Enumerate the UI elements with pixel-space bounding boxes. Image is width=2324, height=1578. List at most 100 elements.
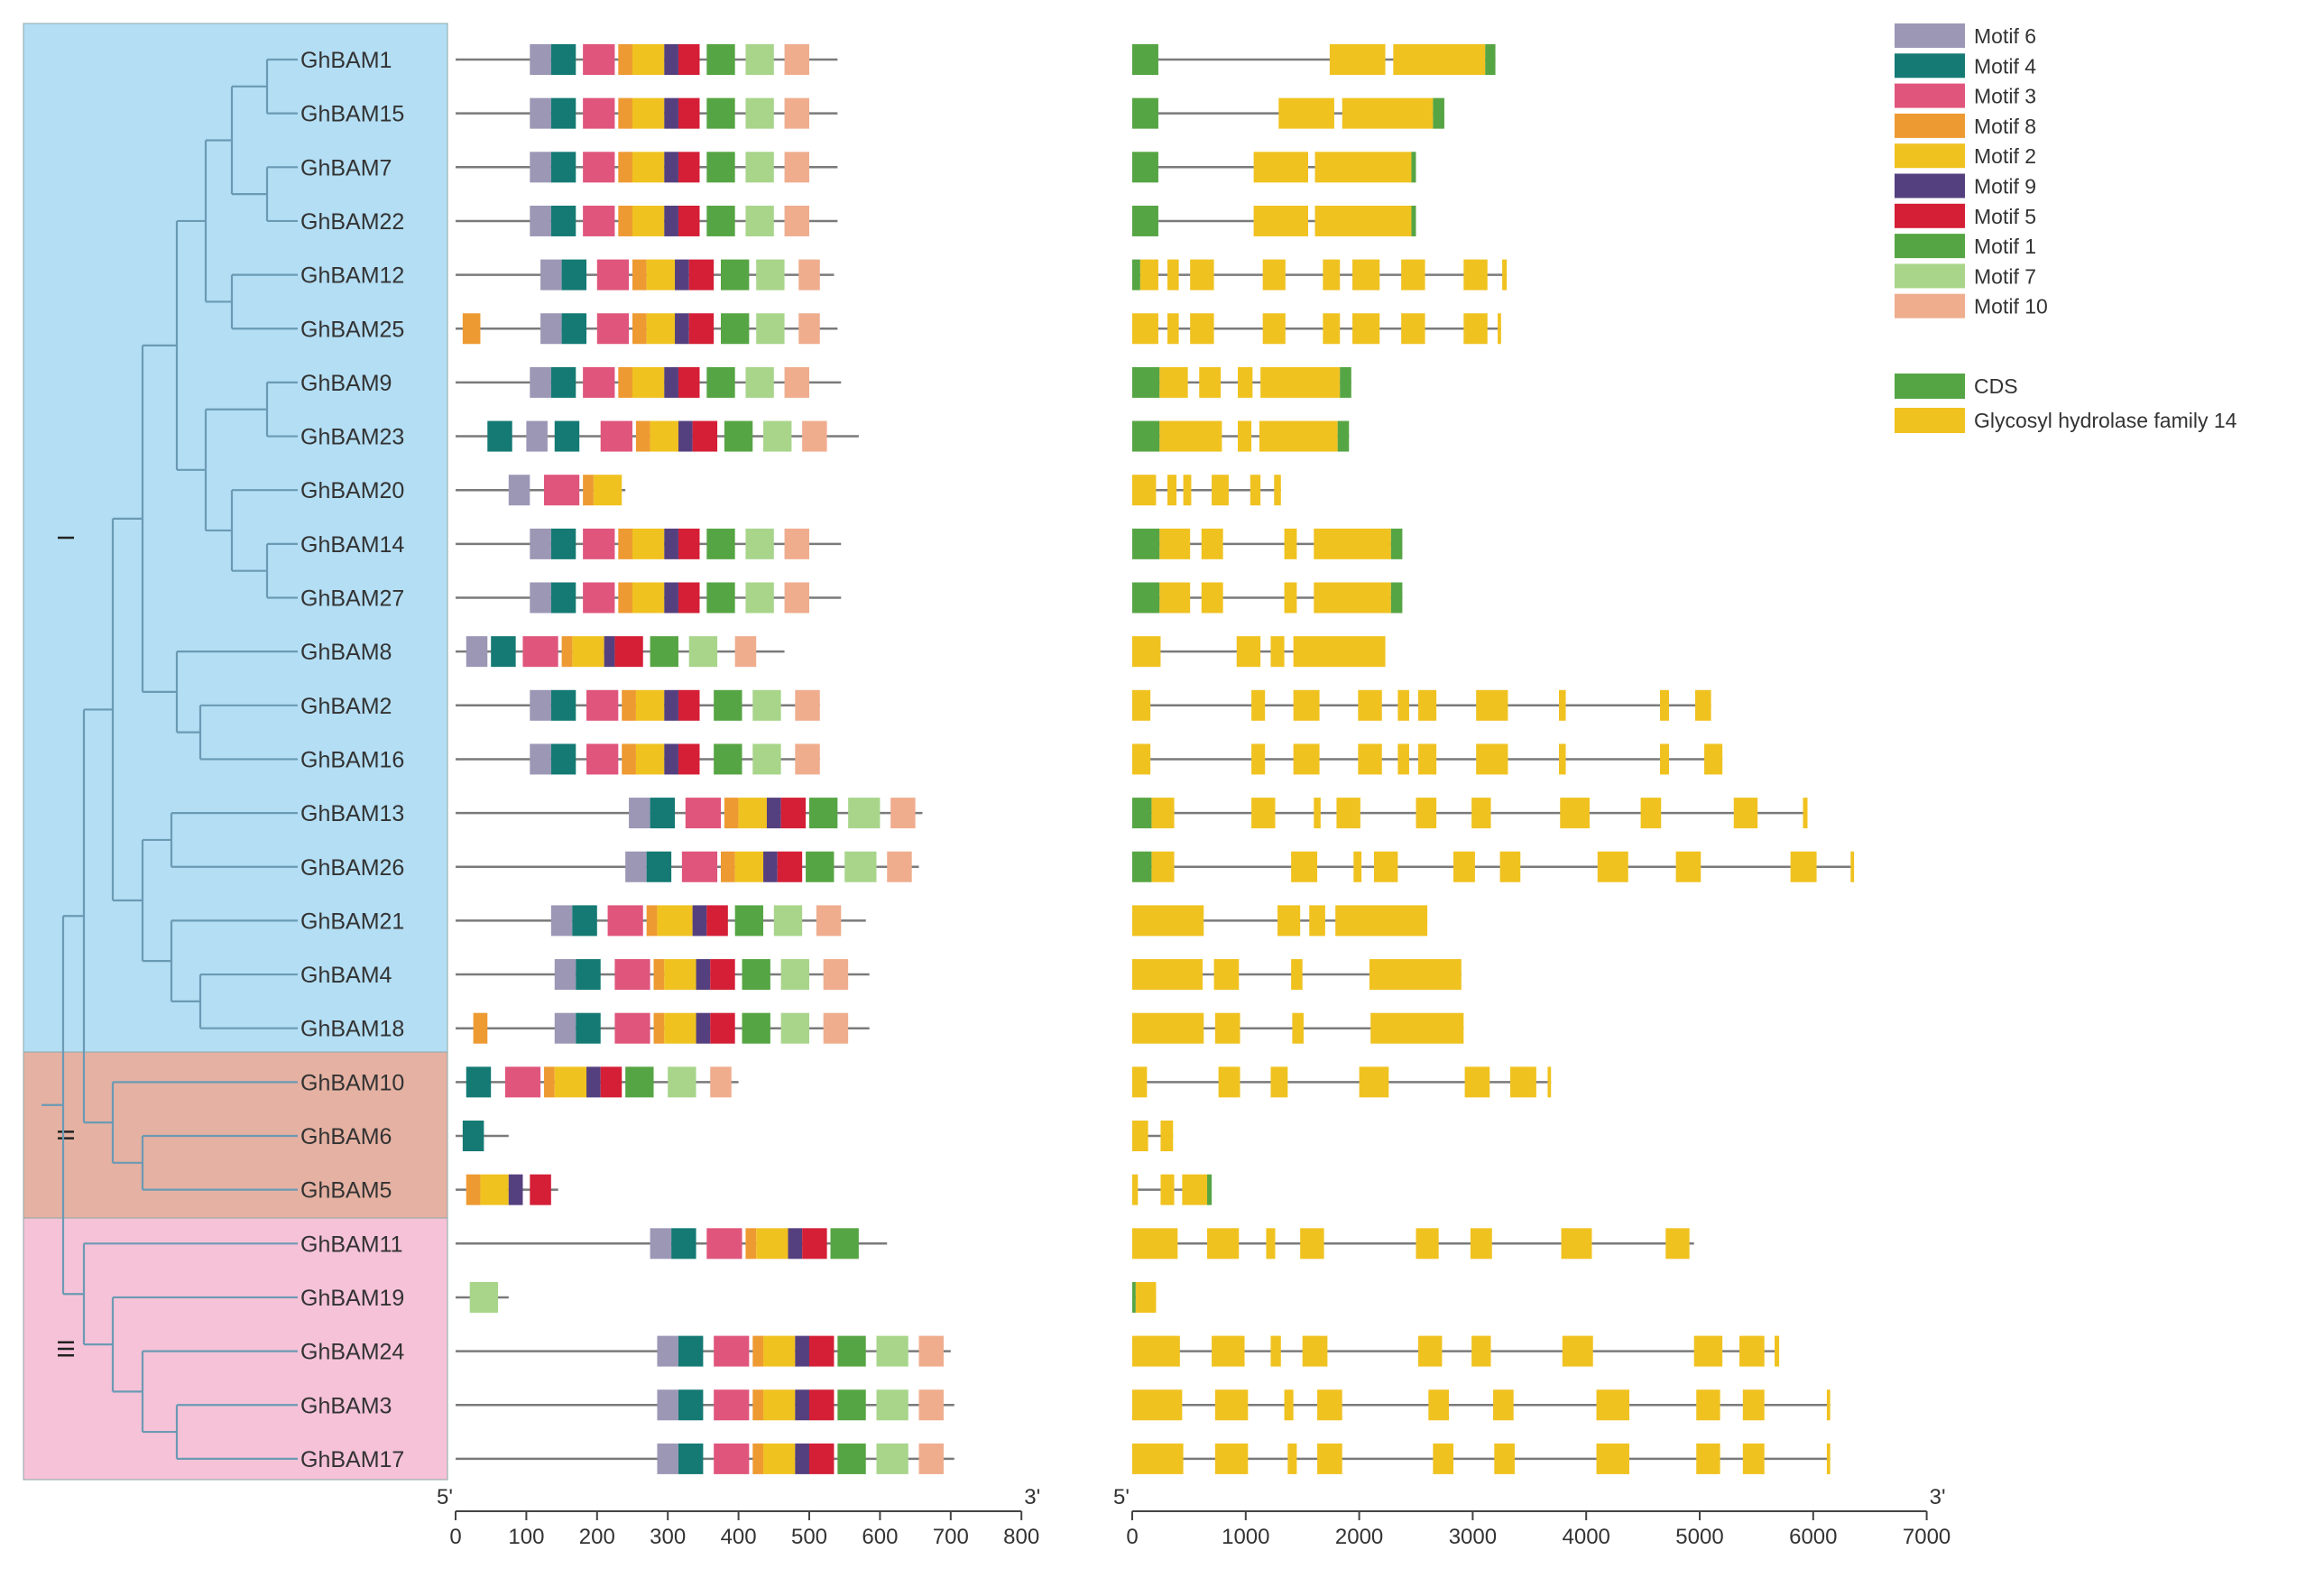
legend-label-motif-5: Motif 5 bbox=[1974, 205, 2036, 228]
motif-10-box bbox=[784, 582, 809, 614]
glycosyl-hydrolase-block bbox=[1397, 743, 1409, 775]
motif-6-box bbox=[530, 44, 551, 75]
glycosyl-hydrolase-block bbox=[1132, 1443, 1184, 1474]
motif-10-box bbox=[784, 205, 809, 236]
glycosyl-hydrolase-block bbox=[1274, 475, 1281, 506]
glycosyl-hydrolase-block bbox=[1369, 959, 1462, 991]
glycosyl-hydrolase-block bbox=[1401, 313, 1425, 345]
motif-3-box bbox=[583, 97, 615, 129]
glycosyl-hydrolase-block bbox=[1596, 1443, 1630, 1474]
legend-swatch-glycosyl-hydrolase bbox=[1895, 408, 1965, 433]
motif-1-box bbox=[837, 1443, 866, 1474]
motif-8-box bbox=[618, 528, 632, 559]
glycosyl-hydrolase-block bbox=[1471, 1335, 1491, 1367]
structure-axis-tick-label: 0 bbox=[1126, 1525, 1138, 1549]
glycosyl-hydrolase-block bbox=[1291, 851, 1318, 882]
group-panel bbox=[23, 1217, 448, 1481]
motif-2-box bbox=[664, 959, 696, 991]
motif-8-box bbox=[466, 1174, 481, 1205]
motif-5-box bbox=[688, 313, 715, 345]
glycosyl-hydrolase-block bbox=[1596, 1389, 1630, 1421]
motif-8-box bbox=[721, 851, 735, 882]
motif-10-box bbox=[795, 743, 820, 775]
cds-block bbox=[1433, 97, 1444, 129]
motif-7-box bbox=[844, 851, 877, 882]
cds-block bbox=[1337, 420, 1350, 452]
motif-5-box bbox=[678, 689, 700, 721]
cds-block bbox=[1132, 44, 1158, 75]
glycosyl-hydrolase-block bbox=[1493, 1389, 1514, 1421]
motif-8-box bbox=[618, 97, 632, 129]
cds-block bbox=[1132, 97, 1158, 129]
motif-10-box bbox=[795, 689, 820, 721]
motif-1-box bbox=[650, 636, 678, 668]
motif-4-box bbox=[550, 44, 576, 75]
motif-8-box bbox=[462, 313, 481, 345]
gene-label-ghbam20: GhBAM20 bbox=[300, 478, 404, 503]
motif-7-box bbox=[745, 528, 774, 559]
motif-4-box bbox=[550, 205, 576, 236]
motif-5-box bbox=[678, 152, 700, 183]
motif-5-box bbox=[710, 959, 735, 991]
motif-3-box bbox=[706, 1228, 742, 1260]
glycosyl-hydrolase-block bbox=[1292, 1012, 1304, 1044]
glycosyl-hydrolase-block bbox=[1323, 259, 1341, 291]
motif-5-box bbox=[809, 1443, 835, 1474]
glycosyl-hydrolase-block bbox=[1317, 1443, 1342, 1474]
glycosyl-hydrolase-block bbox=[1675, 851, 1702, 882]
glycosyl-hydrolase-block bbox=[1317, 1389, 1342, 1421]
motif-9-box bbox=[664, 743, 678, 775]
motif-1-box bbox=[809, 798, 838, 829]
motif-1-box bbox=[706, 97, 735, 129]
motif-2-box bbox=[632, 528, 665, 559]
legend-swatch-motif-4 bbox=[1895, 53, 1965, 78]
glycosyl-hydrolase-block bbox=[1259, 420, 1338, 452]
glycosyl-hydrolase-block bbox=[1160, 1174, 1175, 1205]
cds-block bbox=[1132, 582, 1160, 614]
motif-5-box bbox=[809, 1335, 835, 1367]
structure-axis-tick-label: 2000 bbox=[1335, 1525, 1383, 1549]
glycosyl-hydrolase-block bbox=[1659, 743, 1670, 775]
motif-6-box bbox=[530, 152, 551, 183]
motif-10-box bbox=[710, 1066, 732, 1098]
motif-2-box bbox=[480, 1174, 509, 1205]
motif-6-box bbox=[530, 582, 551, 614]
glycosyl-hydrolase-block bbox=[1132, 1228, 1178, 1260]
legend-label-motif-10: Motif 10 bbox=[1974, 295, 2048, 318]
legend-swatch-motif-1 bbox=[1895, 234, 1965, 259]
motif-1-box bbox=[734, 905, 764, 937]
glycosyl-hydrolase-block bbox=[1132, 1174, 1139, 1205]
motif-1-box bbox=[721, 259, 750, 291]
motif-8-box bbox=[635, 420, 650, 452]
glycosyl-hydrolase-block bbox=[1418, 1335, 1443, 1367]
motif-4-box bbox=[561, 313, 587, 345]
motif-5-box bbox=[614, 636, 643, 668]
glycosyl-hydrolase-block bbox=[1803, 798, 1808, 829]
motif-9-box bbox=[664, 97, 678, 129]
motif-4-box bbox=[650, 798, 676, 829]
glycosyl-hydrolase-block bbox=[1314, 528, 1391, 559]
phylogenetic-tree bbox=[42, 58, 298, 1461]
motif-2-box bbox=[763, 1389, 796, 1421]
motif-7-box bbox=[745, 152, 774, 183]
motif-9-box bbox=[664, 152, 678, 183]
motif-10-box bbox=[918, 1389, 944, 1421]
motif-4-box bbox=[487, 420, 512, 452]
motif-3-box bbox=[614, 959, 650, 991]
legend-label-motif-9: Motif 9 bbox=[1974, 175, 2036, 198]
cds-block bbox=[1132, 152, 1158, 183]
glycosyl-hydrolase-block bbox=[1329, 44, 1386, 75]
motif-4-box bbox=[678, 1389, 704, 1421]
glycosyl-hydrolase-block bbox=[1561, 1228, 1592, 1260]
motif-5-box bbox=[678, 582, 700, 614]
motif-7-box bbox=[876, 1389, 908, 1421]
motif-8-box bbox=[724, 798, 739, 829]
glycosyl-hydrolase-block bbox=[1207, 1228, 1240, 1260]
motif-7-box bbox=[780, 959, 809, 991]
motif-4-box bbox=[678, 1335, 704, 1367]
motif-2-box bbox=[632, 582, 665, 614]
glycosyl-hydrolase-block bbox=[1559, 743, 1566, 775]
glycosyl-hydrolase-block bbox=[1314, 152, 1412, 183]
legend-label-motif-1: Motif 1 bbox=[1974, 235, 2036, 258]
glycosyl-hydrolase-block bbox=[1397, 689, 1409, 721]
